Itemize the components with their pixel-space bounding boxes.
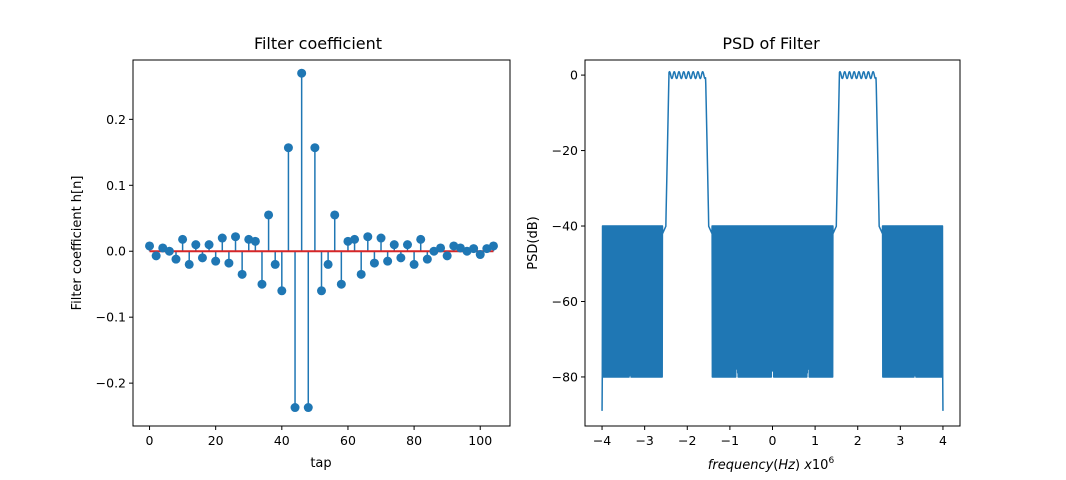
right-y-axis-label: PSD(dB): [526, 216, 541, 269]
stem-marker: [396, 253, 406, 263]
x-tick-label: 4: [939, 433, 947, 448]
left-x-axis-label: tap: [310, 456, 331, 471]
stem-marker: [488, 241, 498, 251]
stem-marker: [310, 143, 320, 153]
stem-marker: [389, 240, 399, 250]
y-tick-label: 0: [570, 68, 578, 83]
stem-marker: [323, 259, 333, 269]
y-tick-label: 0.1: [106, 178, 126, 193]
stem-marker: [317, 286, 326, 296]
stem-marker: [197, 253, 207, 263]
left-chart-title: Filter coefficient: [254, 34, 382, 53]
stem-marker: [224, 258, 234, 268]
x-tick-label: 2: [854, 433, 862, 448]
stem-marker: [363, 232, 373, 242]
stem-marker: [178, 234, 188, 244]
stem-marker: [283, 143, 293, 153]
stem-marker: [250, 236, 260, 246]
stem-marker: [442, 251, 452, 261]
stem-marker: [409, 259, 419, 269]
stem-marker: [356, 269, 366, 279]
x-tick-label: −1: [721, 433, 739, 448]
stem-marker: [231, 232, 241, 242]
stem-marker: [416, 234, 426, 244]
stem-marker: [164, 246, 174, 256]
stem-marker: [297, 68, 307, 78]
stem-marker: [145, 241, 155, 251]
x-tick-label: 40: [274, 433, 290, 448]
stem-marker: [191, 240, 201, 250]
stem-marker: [264, 210, 274, 220]
y-tick-label: −20: [552, 143, 578, 158]
stem-marker: [237, 269, 247, 279]
stem-marker: [257, 279, 267, 289]
stem-marker: [330, 210, 340, 220]
stem-marker: [436, 243, 446, 253]
right-x-axis-label: frequency(Hz) x106: [708, 456, 835, 473]
x-tick-label: 60: [340, 433, 356, 448]
x-tick-label: 0: [769, 433, 777, 448]
y-tick-label: −40: [552, 219, 578, 234]
x-tick-label: −2: [678, 433, 696, 448]
x-tick-label: −3: [635, 433, 653, 448]
stem-marker: [151, 251, 161, 261]
y-tick-label: −80: [552, 369, 578, 384]
y-tick-label: −0.2: [96, 376, 126, 391]
stem-marker: [376, 233, 386, 243]
x-tick-label: 3: [896, 433, 904, 448]
stem-marker: [204, 240, 214, 250]
y-tick-label: −60: [552, 294, 578, 309]
x-tick-label: 80: [406, 433, 422, 448]
stem-marker: [350, 234, 360, 244]
psd-line: [601, 70, 944, 411]
stem-marker: [211, 256, 221, 266]
stem-marker: [270, 259, 280, 269]
left-plot-frame: [132, 59, 511, 427]
right-chart-title: PSD of Filter: [722, 34, 820, 53]
stem-marker: [290, 403, 300, 413]
stem-marker: [184, 259, 194, 269]
stem-marker: [171, 254, 181, 264]
x-tick-label: 100: [468, 433, 492, 448]
x-tick-label: 1: [811, 433, 819, 448]
psd-chart: PSD of Filter −4 −3 −2 −1 0 1 2 3 4 −80 −60 −40 −20…: [526, 34, 961, 473]
y-tick-label: 0.0: [106, 244, 126, 259]
stem-marker: [277, 286, 287, 296]
stem-marker: [469, 244, 479, 254]
stem-marker: [369, 258, 379, 268]
y-tick-label: 0.2: [106, 112, 126, 127]
x-tick-label: 0: [146, 433, 154, 448]
left-y-axis-label: Filter coefficient h[n]: [70, 176, 85, 311]
stem-marker: [383, 256, 393, 266]
stem-marker: [402, 240, 412, 250]
stem-marker: [475, 250, 485, 260]
x-tick-label: −4: [593, 433, 611, 448]
stem-marker: [422, 254, 432, 264]
stem-marker: [303, 403, 313, 413]
x-tick-label: 20: [208, 433, 224, 448]
filter-coefficient-chart: Filter coefficient 0 20 40 60 80 100 −0.2 −0.1…: [70, 34, 511, 471]
y-tick-label: −0.1: [96, 310, 126, 325]
stem-marker: [217, 233, 227, 243]
stem-marker: [336, 279, 346, 289]
